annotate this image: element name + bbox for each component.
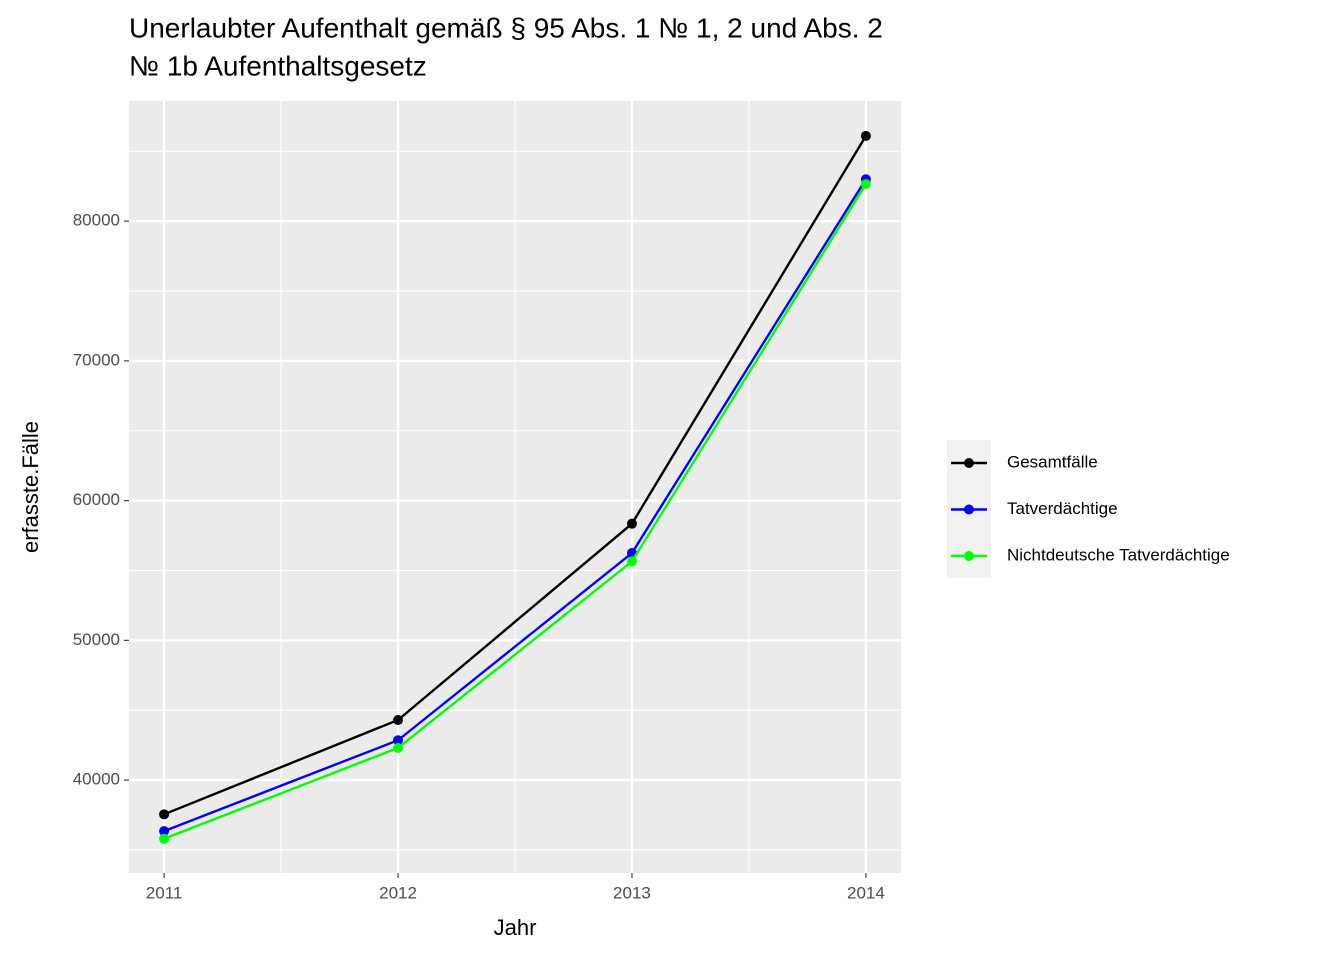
data-point: [860, 179, 871, 190]
x-axis-title: Jahr: [494, 915, 537, 940]
data-point: [159, 833, 170, 844]
series-line: [163, 183, 867, 840]
y-tick-label: 50000: [73, 630, 120, 649]
data-point: [860, 130, 871, 141]
legend-key-point: [964, 551, 974, 561]
series-line: [163, 135, 867, 816]
x-tick-label: 2012: [379, 883, 417, 902]
legend-label: Tatverdächtige: [1007, 499, 1118, 518]
x-tick-label: 2011: [146, 883, 183, 902]
y-tick-label: 40000: [73, 770, 120, 789]
data-point: [159, 826, 170, 837]
data-point: [393, 742, 404, 753]
chart-title: Unerlaubter Aufenthalt gemäß § 95 Abs. 1…: [129, 12, 883, 43]
y-tick-label: 70000: [73, 350, 120, 369]
data-point: [393, 735, 404, 746]
data-point: [626, 518, 637, 529]
data-point: [393, 714, 404, 725]
legend-key-point: [964, 458, 974, 468]
legend-label: Gesamtfälle: [1007, 452, 1098, 471]
y-tick-label: 60000: [73, 490, 120, 509]
chart-title: № 1b Aufenthaltsgesetz: [129, 50, 427, 81]
x-tick-label: 2013: [613, 883, 651, 902]
data-point: [626, 556, 637, 567]
x-tick-label: 2014: [847, 883, 885, 902]
y-axis-title: erfasste.Fälle: [18, 421, 43, 553]
legend-key-point: [964, 504, 974, 515]
data-point: [159, 809, 170, 820]
y-tick-label: 80000: [73, 211, 120, 230]
series-line: [163, 178, 867, 833]
legend-label: Nichtdeutsche Tatverdächtige: [1007, 545, 1230, 564]
